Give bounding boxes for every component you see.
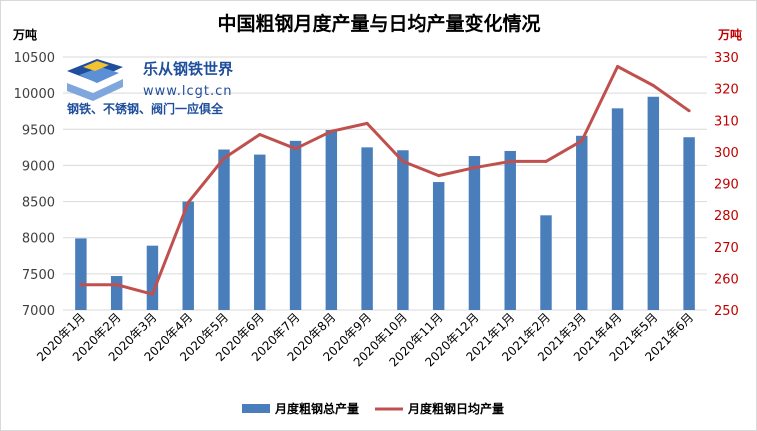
left-tick-label: 9500 [22, 123, 55, 138]
bar [432, 182, 445, 310]
right-axis-unit: 万吨 [717, 27, 742, 42]
left-tick-label: 9000 [22, 159, 55, 174]
right-tick-label: 270 [714, 241, 739, 256]
line-path [80, 65, 690, 296]
line-point [401, 159, 405, 163]
right-axis-ticks: 250 260 270 280 290 300 310 320 330 [714, 51, 739, 319]
bar [468, 156, 481, 310]
line-point [472, 166, 476, 170]
bar [254, 154, 266, 310]
bar [647, 96, 660, 310]
bar [397, 150, 409, 310]
legend-label-bar: 月度粗钢总产量 [274, 401, 359, 416]
watermark-logo: 乐从钢铁世界 www.lcgt.cn 钢铁、不锈钢、阀门一应俱全 [67, 59, 233, 116]
logo-name: 乐从钢铁世界 [143, 60, 233, 78]
legend-swatch-bar [242, 404, 270, 413]
line-point [222, 156, 226, 160]
bar [182, 201, 194, 310]
bar [218, 149, 230, 310]
line-point [651, 83, 655, 87]
bar [540, 215, 552, 310]
bar [325, 130, 338, 310]
line-point [115, 283, 119, 287]
left-tick-label: 10000 [14, 87, 55, 102]
bar [361, 147, 373, 310]
bar-series [75, 96, 695, 310]
bar [611, 108, 624, 310]
bar [683, 137, 695, 310]
left-tick-label: 7000 [22, 304, 55, 319]
line-series [79, 64, 691, 296]
line-point [687, 109, 691, 113]
right-tick-label: 330 [714, 51, 739, 66]
right-tick-label: 320 [714, 83, 739, 98]
bar [504, 150, 516, 310]
line-point [258, 132, 262, 136]
right-tick-label: 290 [714, 178, 739, 193]
line-point [186, 200, 190, 204]
bar [289, 140, 302, 310]
line-point [294, 147, 298, 151]
line-point [150, 292, 154, 296]
right-tick-label: 310 [714, 114, 739, 129]
logo-slogan: 钢铁、不锈钢、阀门一应俱全 [67, 101, 224, 116]
legend-label-line: 月度粗钢日均产量 [407, 401, 504, 416]
bar [75, 238, 87, 310]
logo-url: www.lcgt.cn [143, 84, 232, 99]
line-point [580, 139, 584, 143]
line-point [616, 64, 620, 68]
gridlines [63, 56, 707, 311]
bar [110, 276, 123, 310]
left-tick-label: 7500 [22, 268, 55, 283]
logo-emblem [67, 59, 123, 101]
line-point [508, 159, 512, 163]
line-point [365, 121, 369, 125]
left-tick-label: 8000 [22, 232, 55, 247]
line-point [544, 159, 548, 163]
line-point [79, 283, 83, 287]
right-tick-label: 250 [714, 304, 739, 319]
right-tick-label: 280 [714, 209, 739, 224]
legend: 月度粗钢总产量 月度粗钢日均产量 [242, 401, 504, 416]
left-tick-label: 10500 [14, 51, 55, 66]
chart-title: 中国粗钢月度产量与日均产量变化情况 [217, 12, 540, 35]
right-tick-label: 260 [714, 272, 739, 287]
left-axis-ticks: 7000 7500 8000 8500 9000 9500 10000 10500 [14, 51, 55, 319]
bar [146, 245, 159, 310]
right-tick-label: 300 [714, 146, 739, 161]
line-point [329, 129, 333, 133]
x-axis-labels: 2020年1月2020年2月2020年3月2020年4月2020年5月2020年… [34, 310, 696, 369]
line-point [437, 174, 441, 178]
left-tick-label: 8500 [22, 196, 55, 211]
bar [576, 135, 588, 310]
left-axis-unit: 万吨 [12, 27, 37, 42]
